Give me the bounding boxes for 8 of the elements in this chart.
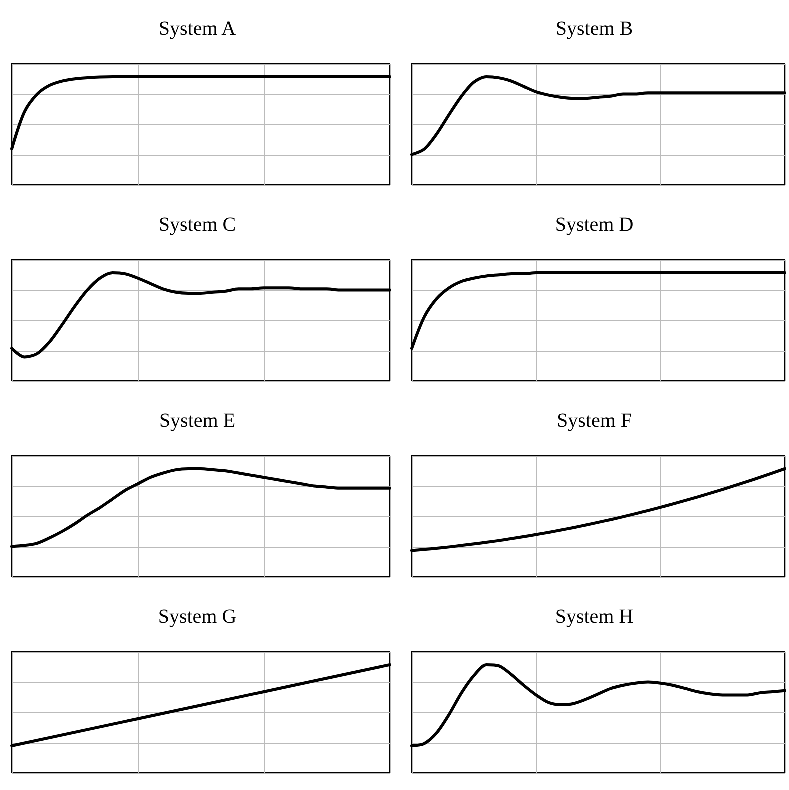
chart-title: System G: [158, 606, 237, 628]
chart-title: System B: [556, 18, 634, 40]
chart-title: System C: [158, 214, 236, 236]
chart-title: System E: [159, 410, 236, 432]
chart-title: System A: [158, 18, 237, 40]
chart-title: System H: [555, 606, 634, 628]
chart-title: System F: [556, 410, 632, 432]
chart-title: System D: [555, 214, 634, 236]
